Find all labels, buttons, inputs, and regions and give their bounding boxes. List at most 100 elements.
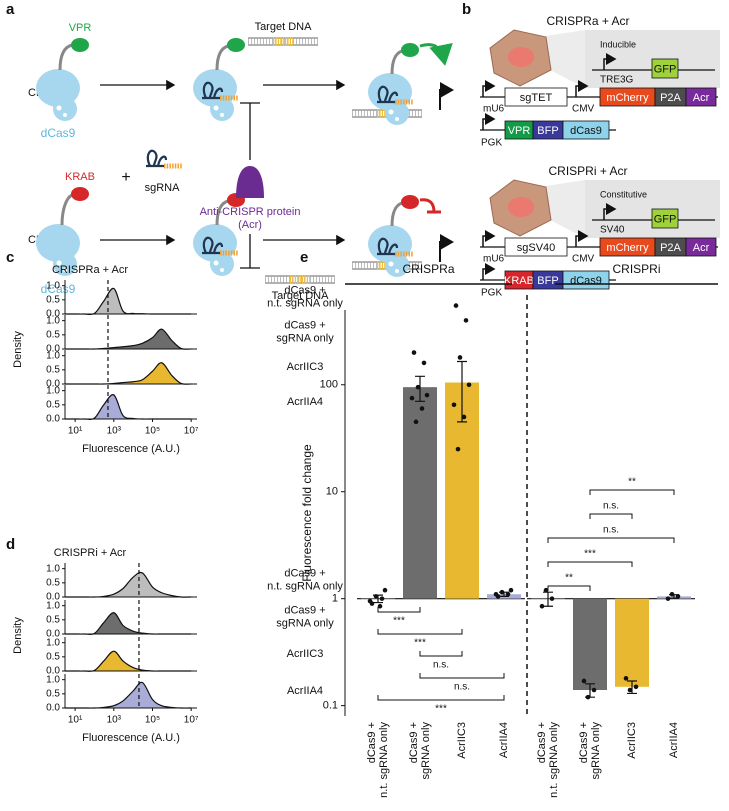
axis — [64, 385, 197, 420]
x-axis-label: Fluorescence (A.U.) — [82, 443, 180, 455]
y-tick-label: 0.5 — [46, 651, 60, 662]
panel-label: d — [6, 536, 15, 553]
y-axis-label: Density — [12, 617, 24, 654]
density-line — [65, 287, 192, 316]
y-tick-label: 0.1 — [323, 700, 338, 712]
vpr — [227, 38, 245, 52]
y-tick-label: 1.0 — [46, 350, 60, 361]
density-area — [65, 682, 192, 709]
x-tick-label: 10¹ — [68, 426, 83, 437]
sgrna — [146, 151, 182, 166]
panel-label: b — [462, 1, 471, 18]
reporter-tag: Inducible — [600, 39, 636, 49]
chart-title: CRISPRi + Acr — [54, 547, 127, 559]
significance-bracket — [377, 607, 421, 613]
fusion-part-label: dCas9 — [570, 125, 602, 137]
krab — [71, 187, 89, 201]
vpr — [401, 43, 419, 57]
panel-label: a — [6, 1, 15, 18]
density-area — [65, 612, 192, 635]
significance-bracket — [547, 585, 591, 591]
promoter — [575, 230, 589, 247]
fusion-part-label: BFP — [537, 125, 558, 137]
dna-label: Target DNA — [255, 21, 313, 33]
acr-label: Anti-CRISPR protein — [200, 206, 301, 218]
density-area — [65, 651, 192, 672]
data-point — [415, 384, 421, 390]
dcas9-label: dCas9 — [41, 126, 76, 140]
promoter — [603, 53, 617, 70]
dna-label: Target DNA — [272, 290, 330, 302]
fusion-part — [562, 120, 610, 140]
data-point — [457, 355, 463, 360]
cell-link — [546, 30, 585, 88]
y-tick-label: 10 — [326, 486, 338, 498]
data-point — [585, 694, 591, 700]
legend-label: sgRNA only — [276, 617, 334, 629]
legend-label: dCas9 + — [284, 604, 325, 616]
x-tick-label: AcrIIA4 — [498, 722, 510, 758]
data-point — [461, 414, 467, 420]
fusion-part-label: VPR — [508, 125, 531, 137]
effector-part-label: P2A — [660, 242, 681, 254]
density-line — [65, 394, 192, 421]
significance-label: n.s. — [603, 501, 619, 512]
y-tick-label: 0.5 — [46, 364, 60, 375]
significance-bracket — [589, 489, 675, 495]
density-area — [65, 329, 192, 350]
significance-bracket — [547, 537, 675, 543]
legend-label: dCas9 + — [284, 567, 325, 579]
y-tick-label: 100 — [320, 379, 338, 391]
fusion-part-label: dCas9 — [570, 275, 602, 287]
activation — [419, 42, 453, 66]
legend-label: AcrIIC3 — [287, 648, 324, 660]
significance-label: ** — [565, 573, 573, 584]
reporter-promoter: TRE3G — [600, 75, 634, 86]
effector-part-label: Acr — [693, 92, 710, 104]
linker — [58, 43, 73, 71]
bar — [573, 598, 607, 691]
gfp — [651, 58, 679, 79]
effector-part-label: mCherry — [606, 242, 649, 254]
data-point — [424, 392, 430, 398]
construct-title: CRISPRi + Acr — [548, 164, 627, 178]
x-tick-label: sgRNA only — [420, 722, 432, 780]
y-tick-label: 0.0 — [46, 666, 60, 677]
x-tick-label: 10⁷ — [184, 426, 199, 437]
data-point — [367, 598, 373, 604]
x-tick-label: n.t. sgRNA only — [378, 722, 390, 798]
significance-label: *** — [584, 549, 596, 560]
vpr-label: VPR — [69, 22, 92, 34]
y-tick-label: 1.0 — [46, 563, 60, 574]
error-bar — [627, 680, 637, 695]
y-tick-label: 1.0 — [46, 315, 60, 326]
data-point — [669, 591, 675, 597]
promoter-label: PGK — [481, 138, 502, 149]
promoter — [482, 113, 496, 130]
group-label: CRISPRa — [402, 262, 454, 276]
x-tick-label: 10³ — [107, 715, 122, 726]
panel-a: a CRISPRa CRISPRi VPR dCas9 Target DNA K… — [6, 1, 454, 302]
krab — [401, 195, 419, 209]
effector-part-label: Acr — [693, 242, 710, 254]
dna — [265, 276, 335, 283]
x-tick-label: dCas9 + — [536, 722, 548, 763]
y-axis-label: Fluorescence fold change — [300, 444, 314, 582]
data-point — [549, 596, 555, 601]
data-point — [413, 419, 419, 425]
y-tick-label: 0.5 — [46, 294, 60, 305]
x-tick-label: AcrIIC3 — [626, 722, 638, 759]
linker — [60, 193, 73, 226]
data-point — [665, 596, 671, 601]
legend-label: AcrIIC3 — [287, 361, 324, 373]
fusion-part-label: BFP — [537, 275, 558, 287]
x-tick-label: dCas9 + — [366, 722, 378, 763]
linker — [215, 44, 229, 71]
promoter — [575, 80, 589, 97]
bar — [615, 598, 649, 687]
promoter — [603, 203, 617, 220]
x-tick-label: 10⁷ — [184, 715, 199, 726]
gfp-label: GFP — [654, 213, 677, 225]
linker — [215, 199, 229, 226]
axis — [64, 315, 197, 350]
